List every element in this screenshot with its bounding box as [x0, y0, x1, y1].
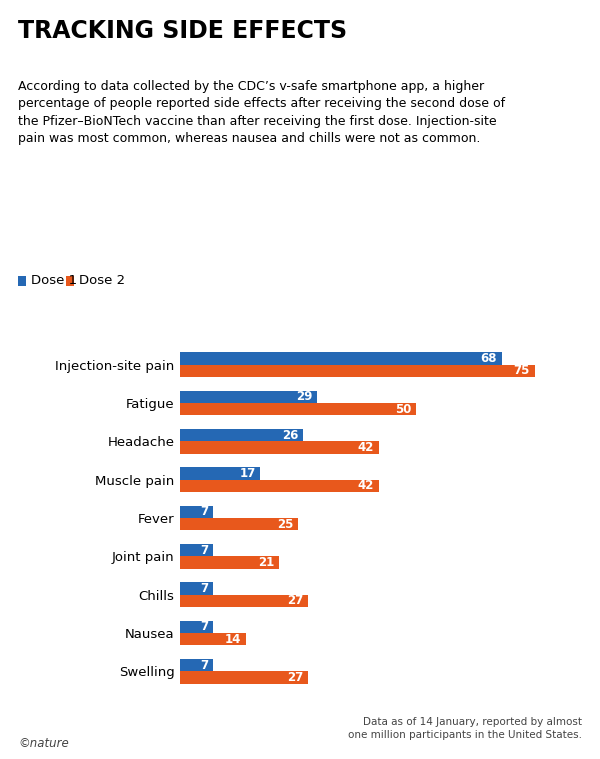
Bar [180, 582, 213, 595]
Bar [180, 505, 213, 518]
Bar [180, 659, 213, 672]
Bar [180, 468, 260, 480]
Text: 68: 68 [481, 352, 497, 365]
Bar [180, 556, 280, 568]
Bar [180, 633, 246, 645]
Text: 75: 75 [514, 364, 530, 377]
Text: 7: 7 [200, 543, 208, 557]
Text: 7: 7 [200, 620, 208, 634]
Text: 27: 27 [287, 671, 303, 684]
Bar [180, 429, 303, 441]
Bar [180, 364, 535, 377]
Text: 7: 7 [200, 505, 208, 518]
Text: 42: 42 [358, 479, 374, 493]
Text: 17: 17 [239, 467, 256, 480]
Text: 50: 50 [395, 402, 412, 416]
Text: Data as of 14 January, reported by almost
one million participants in the United: Data as of 14 January, reported by almos… [348, 716, 582, 740]
Text: According to data collected by the CDC’s v-safe smartphone app, a higher
percent: According to data collected by the CDC’s… [18, 80, 505, 145]
Text: Dose 2: Dose 2 [79, 274, 125, 288]
Text: 21: 21 [259, 556, 275, 569]
Bar [180, 544, 213, 556]
Bar [180, 595, 308, 607]
Bar [180, 672, 308, 684]
Text: 25: 25 [277, 518, 293, 531]
Text: 42: 42 [358, 441, 374, 454]
Text: 7: 7 [200, 582, 208, 595]
Bar [180, 391, 317, 403]
Bar [180, 480, 379, 492]
Text: 26: 26 [282, 429, 298, 442]
Text: TRACKING SIDE EFFECTS: TRACKING SIDE EFFECTS [18, 19, 347, 43]
Bar [180, 621, 213, 633]
Text: Dose 1: Dose 1 [31, 274, 77, 288]
Bar [180, 441, 379, 454]
Bar [180, 403, 416, 415]
Text: 29: 29 [296, 390, 313, 403]
Text: 7: 7 [200, 659, 208, 672]
Bar [180, 352, 502, 364]
Text: 14: 14 [225, 633, 241, 646]
Text: ©nature: ©nature [18, 737, 69, 750]
Bar [180, 518, 298, 531]
Text: 27: 27 [287, 594, 303, 607]
